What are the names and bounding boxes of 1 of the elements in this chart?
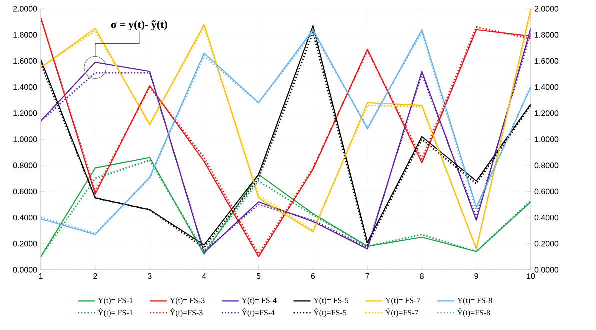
annotation: σ = y(t)- ỹ(t) [111,20,168,31]
